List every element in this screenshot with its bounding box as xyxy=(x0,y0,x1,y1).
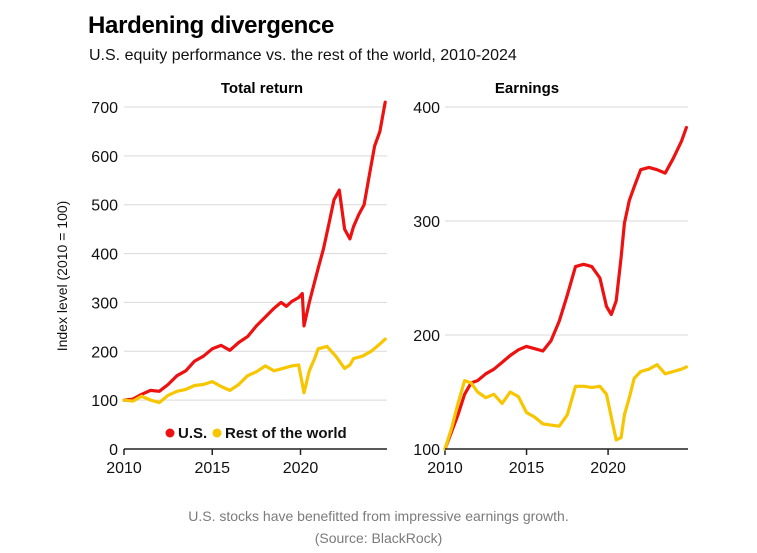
y-tick-label: 400 xyxy=(413,100,440,117)
y-tick-label: 300 xyxy=(91,295,118,312)
x-tick-label: 2015 xyxy=(194,460,230,477)
legend-label-row: Rest of the world xyxy=(225,425,347,442)
y-tick-label: 400 xyxy=(91,247,118,264)
x-tick-label: 2010 xyxy=(106,460,142,477)
legend: U.S. Rest of the world xyxy=(165,425,347,442)
legend-marker-row xyxy=(212,428,222,438)
y-axis-label: Index level (2010 = 100) xyxy=(54,201,70,352)
x-tick-label: 2015 xyxy=(509,460,545,477)
series-lines-earnings xyxy=(443,125,689,451)
grid-total-return xyxy=(124,106,387,401)
legend-label-us: U.S. xyxy=(178,425,207,442)
series-line-rest-of-world xyxy=(122,337,387,405)
y-tick-label: 600 xyxy=(91,149,118,166)
x-ticks-earnings: 2010 2015 2020 xyxy=(427,449,626,477)
y-ticks-earnings: 100 200 300 400 xyxy=(413,100,440,459)
y-tick-label: 500 xyxy=(91,198,118,215)
panel-earnings: Earnings 100 200 300 400 2010 2015 2020 xyxy=(413,80,689,477)
y-tick-label: 200 xyxy=(413,328,440,345)
legend-marker-us xyxy=(165,428,175,438)
chart-subtitle: U.S. equity performance vs. the rest of … xyxy=(89,47,517,64)
x-ticks-total-return: 2010 2015 2020 xyxy=(106,449,318,477)
y-tick-label: 100 xyxy=(413,442,440,459)
y-tick-label: 200 xyxy=(91,344,118,361)
y-tick-label: 300 xyxy=(413,214,440,231)
x-tick-label: 2020 xyxy=(590,460,626,477)
y-tick-label: 700 xyxy=(91,100,118,117)
x-tick-label: 2020 xyxy=(283,460,319,477)
caption-text: U.S. stocks have benefitted from impress… xyxy=(188,508,569,524)
series-lines-total-return xyxy=(122,100,387,405)
chart-title: Hardening divergence xyxy=(88,12,335,39)
series-line-rest-of-world xyxy=(443,363,689,451)
x-tick-label: 2010 xyxy=(427,460,463,477)
panel-title-earnings: Earnings xyxy=(495,80,559,97)
caption-source: (Source: BlackRock) xyxy=(314,530,443,546)
grid-earnings xyxy=(445,106,688,336)
series-line-us xyxy=(443,125,689,451)
panel-title-total-return: Total return xyxy=(221,80,303,97)
chart-canvas: Total return Index level (2010 = 100) 0 1… xyxy=(54,80,689,477)
y-ticks-total-return: 0 100 200 300 400 500 600 700 xyxy=(91,100,118,459)
series-line-us xyxy=(122,100,387,402)
panel-total-return: Total return Index level (2010 = 100) 0 1… xyxy=(54,80,387,477)
y-tick-label: 100 xyxy=(91,393,118,410)
y-tick-label: 0 xyxy=(109,442,118,459)
